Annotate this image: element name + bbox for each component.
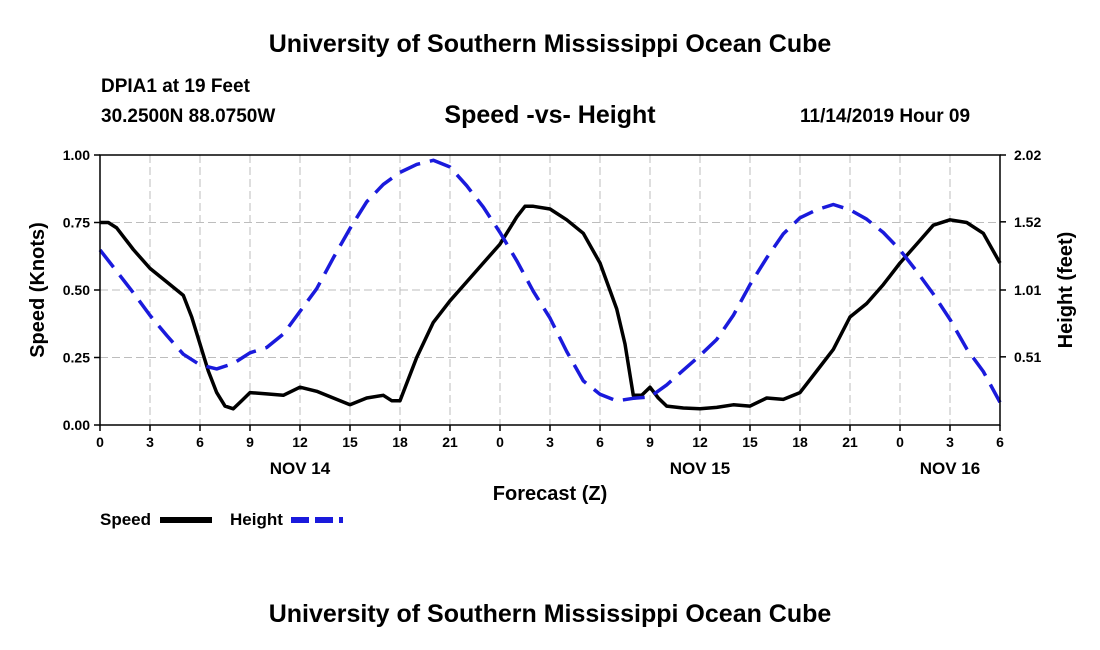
x-tick-label: 12 [692, 434, 708, 450]
legend-speed-label: Speed [100, 510, 151, 529]
chart-bottom-title: University of Southern Mississippi Ocean… [268, 600, 832, 628]
x-tick-label: 21 [842, 434, 858, 450]
chart-top-title: University of Southern Mississippi Ocean… [268, 30, 832, 58]
coordinates-label: 30.2500N 88.0750W [101, 106, 276, 127]
x-tick-label: 3 [546, 434, 554, 450]
x-day-label: NOV 16 [920, 459, 980, 478]
x-tick-label: 9 [246, 434, 254, 450]
x-tick-label: 0 [496, 434, 504, 450]
legend-height-label: Height [230, 510, 283, 529]
y-tick-label: 1.00 [63, 147, 90, 163]
y2-axis-label: Height (feet) [1055, 232, 1077, 349]
x-tick-label: 21 [442, 434, 458, 450]
x-tick-label: 12 [292, 434, 308, 450]
x-tick-label: 15 [742, 434, 758, 450]
x-tick-label: 3 [946, 434, 954, 450]
x-axis-label: Forecast (Z) [493, 483, 607, 505]
y-tick-label: 0.75 [63, 215, 90, 231]
x-day-label: NOV 14 [270, 459, 331, 478]
x-tick-label: 0 [96, 434, 104, 450]
y2-tick-label: 2.02 [1014, 147, 1041, 163]
series-speed-line [100, 204, 1002, 411]
y-tick-label: 0.50 [63, 282, 90, 298]
y2-tick-label: 1.01 [1014, 282, 1041, 298]
y2-tick-label: 1.52 [1014, 214, 1041, 230]
chart-subtitle: Speed -vs- Height [444, 101, 656, 129]
x-tick-label: 6 [196, 434, 204, 450]
forecast-datetime: 11/14/2019 Hour 09 [800, 106, 971, 127]
x-tick-label: 0 [896, 434, 904, 450]
x-tick-label: 9 [646, 434, 654, 450]
x-tick-label: 18 [392, 434, 408, 450]
x-tick-label: 15 [342, 434, 358, 450]
grid [100, 155, 1000, 425]
x-tick-label: 3 [146, 434, 154, 450]
x-tick-label: 6 [596, 434, 604, 450]
station-label: DPIA1 at 19 Feet [101, 76, 250, 97]
x-tick-label: 6 [996, 434, 1004, 450]
series-height-line [98, 158, 1002, 404]
legend: Speed Height [100, 510, 343, 529]
y-tick-label: 0.25 [63, 350, 90, 366]
y2-tick-label: 0.51 [1014, 349, 1041, 365]
x-day-label: NOV 15 [670, 459, 730, 478]
series-layer [98, 158, 1002, 411]
y-tick-label: 0.00 [63, 417, 90, 433]
x-tick-label: 18 [792, 434, 808, 450]
y-axis-label: Speed (Knots) [27, 222, 49, 358]
axis-ticks: 0 3 6 9 12 15 18 21 0 3 6 9 12 15 18 21 0 3 6 0.00 0.25 0.50 0… [63, 147, 1042, 478]
